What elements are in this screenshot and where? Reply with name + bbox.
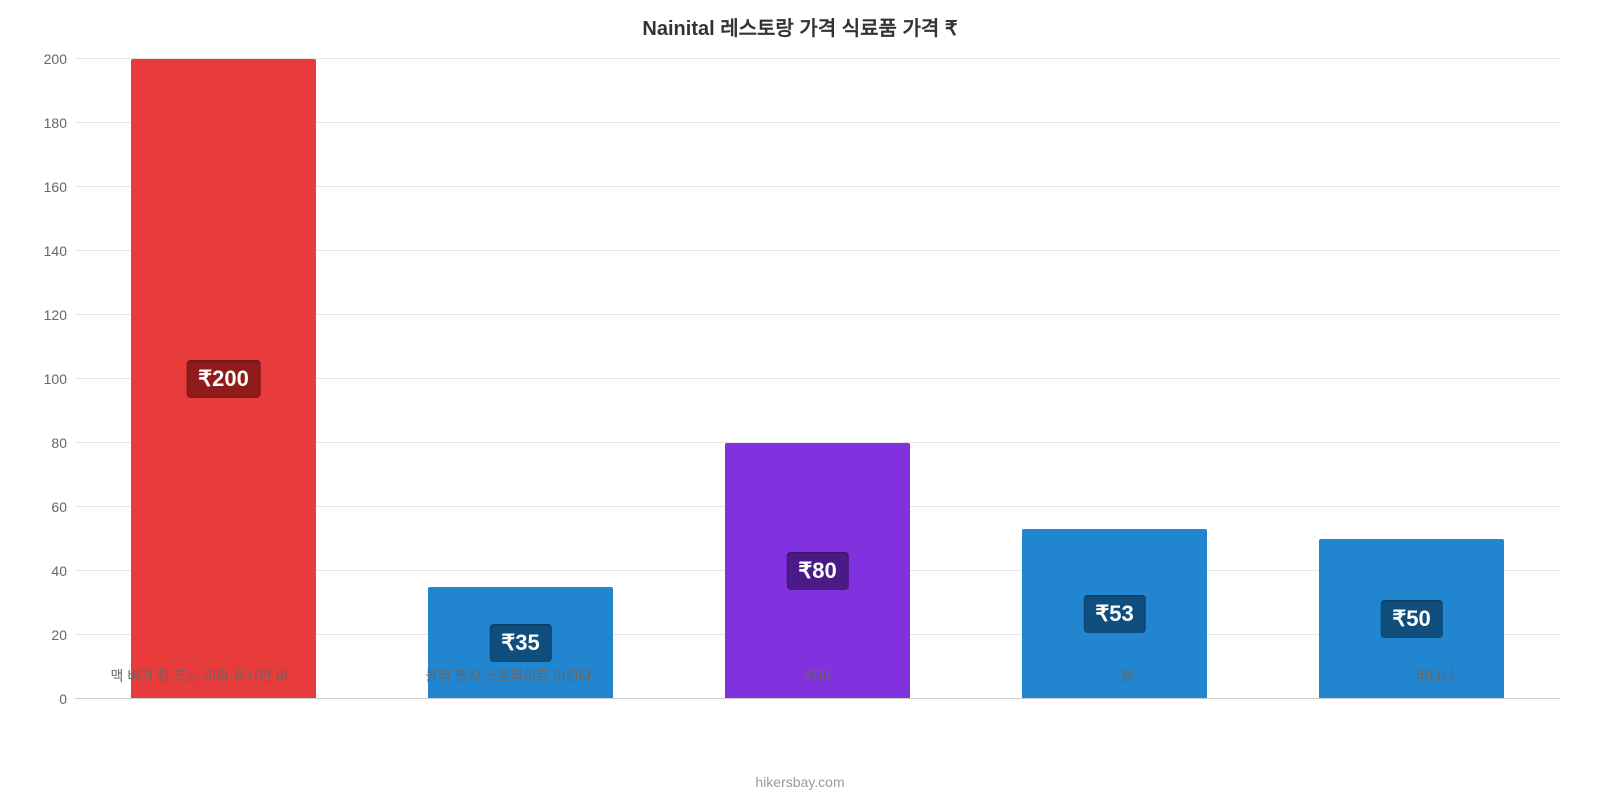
y-tick-label: 160	[44, 179, 75, 195]
x-tick-label: 콜라 펩시 스프라이트 미린다	[354, 666, 663, 686]
plot-area: 020406080100120140160180200 ₹200₹35₹80₹5…	[75, 59, 1560, 699]
bar-slot: ₹80	[669, 59, 966, 699]
price-bar-chart: Nainital 레스토랑 가격 식료품 가격 ₹ 0 20 40 60 80 100 12…	[0, 0, 1600, 800]
x-tick-label: 쌀	[972, 666, 1281, 686]
x-tick-label: 맥 버거 킹 또는 이와 유사한 바	[45, 666, 354, 686]
y-tick-label: 60	[51, 499, 75, 515]
bar-slot: ₹53	[966, 59, 1263, 699]
value-badge: ₹53	[1083, 595, 1145, 633]
bar: ₹80	[725, 443, 909, 699]
y-tick-label: 100	[44, 371, 75, 387]
bar-slot: ₹200	[75, 59, 372, 699]
bar: ₹200	[131, 59, 315, 699]
y-tick-label: 40	[51, 563, 75, 579]
value-badge: ₹50	[1380, 600, 1442, 638]
value-badge: ₹200	[186, 360, 261, 398]
attribution-text: hikersbay.com	[0, 774, 1600, 790]
value-badge: ₹35	[489, 624, 551, 662]
x-axis-baseline	[75, 698, 1560, 699]
x-tick-label: 바나나	[1281, 666, 1590, 686]
y-tick-label: 200	[44, 51, 75, 67]
y-tick-label: 120	[44, 307, 75, 323]
y-tick-label: 140	[44, 243, 75, 259]
bar-slot: ₹50	[1263, 59, 1560, 699]
bars-container: ₹200 ₹35 ₹80 ₹53 ₹50	[75, 59, 1560, 699]
x-tick-label: 커피	[663, 666, 972, 686]
chart-title: Nainital 레스토랑 가격 식료품 가격 ₹	[30, 12, 1570, 41]
x-axis: 맥 버거 킹 또는 이와 유사한 바콜라 펩시 스프라이트 미린다커피쌀바나나	[45, 666, 1590, 686]
y-tick-label: 180	[44, 115, 75, 131]
y-tick-label: 20	[51, 627, 75, 643]
y-tick-label: 80	[51, 435, 75, 451]
bar-slot: ₹35	[372, 59, 669, 699]
y-tick-label: 0	[59, 691, 75, 707]
value-badge: ₹80	[786, 552, 848, 590]
